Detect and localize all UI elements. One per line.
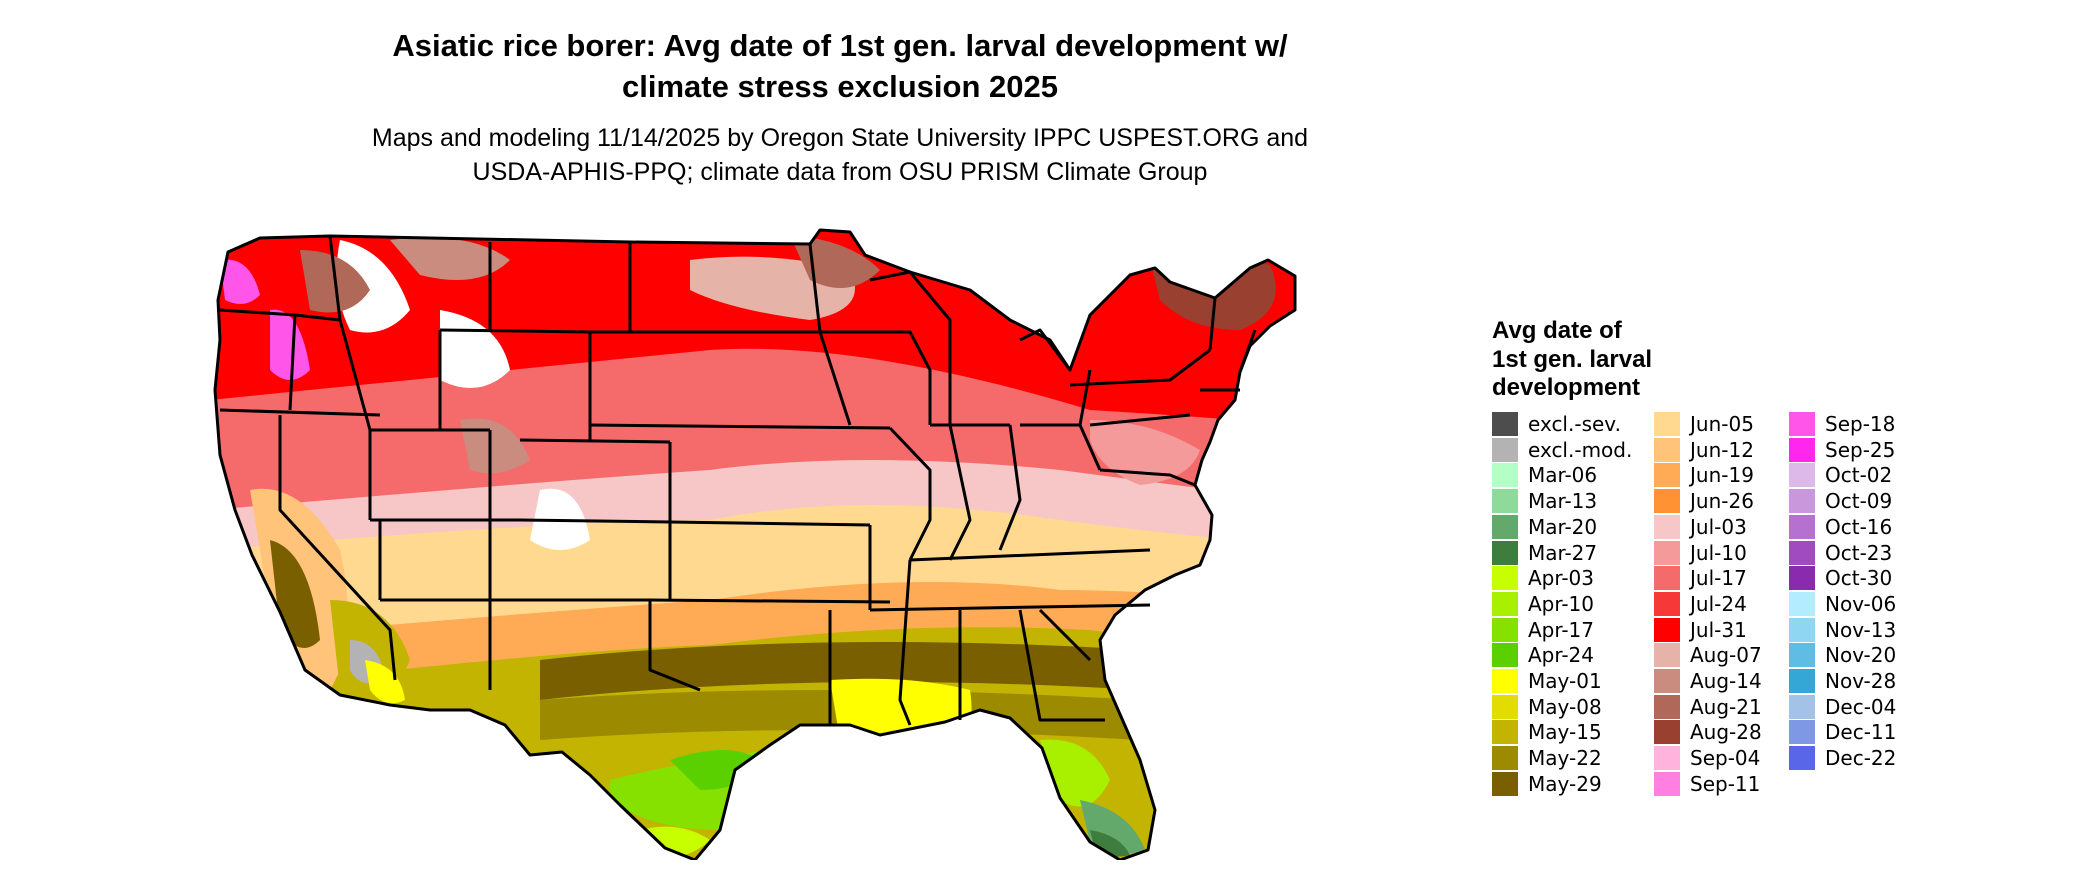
legend-swatch — [1789, 463, 1815, 488]
legend-swatch — [1492, 566, 1518, 591]
legend-label: Sep-04 — [1690, 746, 1761, 771]
legend-swatch — [1789, 669, 1815, 693]
legend-swatch — [1654, 566, 1680, 591]
legend-label: May-22 — [1528, 746, 1602, 771]
legend-label: Nov-13 — [1825, 617, 1897, 642]
legend-swatch — [1789, 566, 1815, 591]
legend-label: Aug-14 — [1690, 669, 1762, 693]
legend-title-line: Avg date of — [1492, 317, 1622, 344]
legend-label: May-29 — [1528, 771, 1602, 796]
legend-label: Jul-24 — [1690, 591, 1747, 616]
legend-swatch — [1654, 437, 1680, 462]
legend-swatch — [1789, 694, 1815, 719]
legend-label: Nov-28 — [1825, 669, 1897, 693]
legend-label: Dec-22 — [1825, 746, 1897, 771]
legend-label: Oct-02 — [1825, 463, 1893, 488]
legend-label: Jun-12 — [1690, 437, 1754, 462]
legend-swatch — [1492, 720, 1518, 745]
legend-label: Jul-31 — [1690, 617, 1747, 642]
legend-swatch — [1492, 746, 1518, 771]
legend-swatch — [1654, 669, 1680, 693]
legend-label: Dec-04 — [1825, 694, 1897, 719]
legend-label: excl.-mod. — [1528, 437, 1633, 462]
legend-swatch — [1789, 412, 1815, 436]
legend-swatch — [1789, 437, 1815, 462]
legend-label: Jun-19 — [1690, 463, 1754, 488]
legend-swatch — [1654, 514, 1680, 539]
legend-label: Sep-25 — [1825, 437, 1896, 462]
legend-label: Mar-13 — [1528, 489, 1598, 514]
map-title-line: Asiatic rice borer: Avg date of 1st gen.… — [392, 28, 1288, 63]
legend-swatch — [1789, 514, 1815, 539]
legend-title-line: 1st gen. larval — [1492, 345, 1653, 373]
map-subtitle: Maps and modeling 11/14/2025 by Oregon S… — [250, 121, 1430, 189]
legend-label: Aug-28 — [1690, 720, 1762, 745]
legend-label: Jun-26 — [1690, 489, 1754, 514]
legend-label: Jul-10 — [1690, 540, 1747, 565]
legend-label: Oct-16 — [1825, 514, 1893, 539]
legend-swatch — [1492, 617, 1518, 642]
legend-swatch — [1654, 591, 1680, 616]
legend-swatch — [1492, 669, 1518, 693]
legend-label: Nov-06 — [1825, 591, 1897, 616]
legend-label: Dec-11 — [1825, 720, 1897, 745]
legend-label: Oct-23 — [1825, 540, 1893, 565]
legend-label: Aug-07 — [1690, 643, 1762, 668]
legend-label: May-15 — [1528, 720, 1602, 745]
legend-label: Oct-09 — [1825, 489, 1893, 514]
legend-swatch — [1654, 489, 1680, 514]
map-title-line: climate stress exclusion 2025 — [622, 69, 1058, 104]
conus-phenology-map — [213, 228, 1297, 860]
legend-swatch — [1654, 463, 1680, 488]
legend-swatch — [1492, 540, 1518, 565]
legend-swatch — [1492, 489, 1518, 514]
legend-label: Sep-11 — [1690, 771, 1761, 796]
legend-swatch — [1654, 746, 1680, 771]
legend-label: Apr-17 — [1528, 617, 1594, 642]
legend-swatch — [1654, 540, 1680, 565]
legend-label: Aug-21 — [1690, 694, 1762, 719]
legend-label: Jul-17 — [1690, 566, 1747, 591]
legend-swatch — [1492, 694, 1518, 719]
legend-label: Mar-27 — [1528, 540, 1598, 565]
legend-label: May-01 — [1528, 669, 1602, 693]
legend-label: Jul-03 — [1690, 514, 1747, 539]
legend-swatch — [1654, 643, 1680, 668]
legend-swatch — [1789, 591, 1815, 616]
legend-label: May-08 — [1528, 694, 1602, 719]
map-subtitle-line: USDA-APHIS-PPQ; climate data from OSU PR… — [472, 158, 1208, 186]
legend-title: Avg date of 1st gen. larval development — [1492, 317, 1652, 403]
legend-swatch — [1789, 489, 1815, 514]
legend-swatch — [1789, 720, 1815, 745]
legend-swatch — [1654, 720, 1680, 745]
legend-label: Mar-20 — [1528, 514, 1598, 539]
legend-swatch — [1654, 771, 1680, 796]
legend-label: Jun-05 — [1690, 412, 1754, 436]
legend-label: Mar-06 — [1528, 463, 1598, 488]
legend-swatch — [1492, 591, 1518, 616]
legend-title-line: development — [1492, 374, 1641, 401]
legend-swatch — [1492, 437, 1518, 462]
legend-swatch — [1492, 463, 1518, 488]
legend-swatch — [1789, 746, 1815, 771]
legend-label: Nov-20 — [1825, 643, 1897, 668]
legend-swatch — [1492, 514, 1518, 539]
legend-label: Apr-10 — [1528, 591, 1594, 616]
legend-swatch — [1654, 617, 1680, 642]
legend-label: Apr-24 — [1528, 643, 1594, 668]
legend-label: Sep-18 — [1825, 412, 1896, 436]
legend-swatch — [1789, 617, 1815, 642]
legend-label: Oct-30 — [1825, 566, 1893, 591]
legend-swatch — [1789, 540, 1815, 565]
legend-swatch — [1492, 412, 1518, 436]
legend-label: Apr-03 — [1528, 566, 1594, 591]
legend-swatch — [1789, 643, 1815, 668]
map-subtitle-line: Maps and modeling 11/14/2025 by Oregon S… — [371, 124, 1309, 152]
map-title: Asiatic rice borer: Avg date of 1st gen.… — [250, 25, 1430, 107]
legend-swatch — [1654, 694, 1680, 719]
legend-swatch — [1492, 643, 1518, 668]
legend-swatch — [1492, 771, 1518, 796]
legend-swatch — [1654, 412, 1680, 436]
legend-label: excl.-sev. — [1528, 412, 1621, 436]
